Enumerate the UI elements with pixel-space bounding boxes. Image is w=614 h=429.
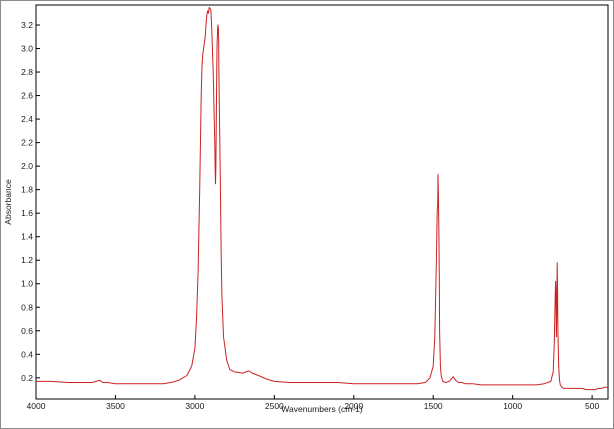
x-tick-label: 3500: [106, 401, 125, 411]
y-axis: 0.2 0.4 0.6 0.8 1.0 1.2 1.4 1.6 1.8 2.0 2.2 2.4 2.6 2…: [21, 20, 40, 383]
x-tick-label: 500: [585, 401, 599, 411]
y-tick-label: 1.4: [21, 232, 33, 242]
x-tick-label: 4000: [27, 401, 46, 411]
y-tick-label: 2.0: [21, 161, 33, 171]
y-tick-label: 1.2: [21, 255, 33, 265]
y-tick-label: 1.6: [21, 208, 33, 218]
y-tick-label: 1.0: [21, 279, 33, 289]
x-tick-label: 2000: [344, 401, 363, 411]
y-tick-label: 3.0: [21, 44, 33, 54]
spectrum-line: [36, 6, 608, 391]
x-axis-title: Wavenumbers (cm-1): [281, 404, 363, 414]
y-axis-title: Absorbance: [3, 179, 13, 225]
y-tick-label: 2.8: [21, 67, 33, 77]
y-tick-label: 2.6: [21, 91, 33, 101]
x-tick-label: 3000: [185, 401, 204, 411]
x-axis: 4000 3500 3000 2500 2000 1500 1000 500: [27, 395, 599, 411]
y-tick-label: 0.4: [21, 349, 33, 359]
y-tick-label: 3.2: [21, 20, 33, 30]
y-tick-label: 0.6: [21, 326, 33, 336]
x-tick-label: 2500: [265, 401, 284, 411]
x-tick-label: 1000: [503, 401, 522, 411]
plot-area: [35, 4, 609, 400]
y-tick-label: 1.8: [21, 185, 33, 195]
y-tick-label: 0.2: [21, 373, 33, 383]
y-tick-label: 2.2: [21, 138, 33, 148]
y-tick-label: 0.8: [21, 302, 33, 312]
x-tick-label: 1500: [424, 401, 443, 411]
y-tick-label: 2.4: [21, 114, 33, 124]
